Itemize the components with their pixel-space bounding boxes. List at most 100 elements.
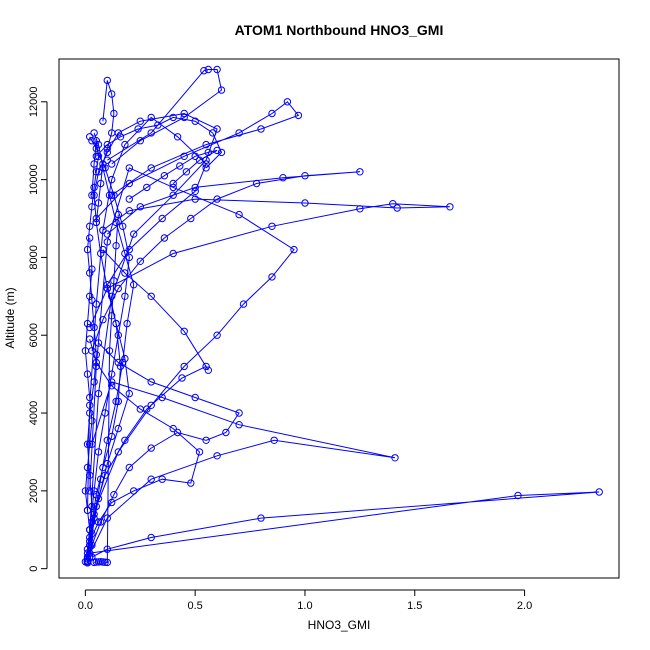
data-point xyxy=(134,125,142,133)
series-line xyxy=(87,342,240,563)
data-point xyxy=(86,533,94,542)
data-point xyxy=(99,558,107,566)
data-point xyxy=(279,174,287,182)
data-point xyxy=(92,351,101,359)
data-point xyxy=(110,491,118,499)
data-point xyxy=(90,378,98,386)
y-axis-label: Altitude (m) xyxy=(3,287,17,348)
series-5 xyxy=(83,488,603,565)
series-line xyxy=(87,112,218,561)
data-point xyxy=(119,222,127,231)
data-point xyxy=(99,226,107,234)
data-point xyxy=(114,284,123,293)
data-point xyxy=(94,152,103,161)
x-axis-label: HNO3_GMI xyxy=(308,618,371,632)
series-line xyxy=(107,69,223,165)
data-point xyxy=(130,281,138,289)
data-point xyxy=(202,362,210,371)
y-tick-label: 12000 xyxy=(28,86,40,117)
data-point xyxy=(147,113,155,122)
data-point xyxy=(86,323,94,332)
data-point xyxy=(81,487,90,495)
data-point xyxy=(86,487,94,495)
data-point xyxy=(92,152,101,161)
series-17 xyxy=(92,113,226,172)
data-point xyxy=(94,448,103,456)
data-point xyxy=(103,459,112,468)
data-point xyxy=(268,273,276,281)
data-point xyxy=(90,160,98,168)
data-point xyxy=(112,397,120,406)
series-line xyxy=(84,237,93,562)
data-point xyxy=(136,117,145,125)
data-point xyxy=(235,421,243,429)
data-point xyxy=(222,428,230,437)
data-point xyxy=(116,133,125,141)
data-point xyxy=(86,222,94,231)
data-point xyxy=(213,65,221,74)
data-point xyxy=(90,514,98,522)
data-point xyxy=(301,172,309,180)
data-point xyxy=(121,269,129,277)
data-point xyxy=(389,200,397,208)
series-line xyxy=(129,149,218,200)
data-point xyxy=(121,354,129,363)
data-point xyxy=(108,370,116,378)
data-point xyxy=(283,98,292,106)
data-point xyxy=(158,393,166,402)
data-point xyxy=(86,440,94,448)
plot-area xyxy=(81,65,603,567)
y-tick-label: 10000 xyxy=(28,164,40,195)
data-point xyxy=(121,249,129,258)
series-line xyxy=(91,171,360,351)
data-point xyxy=(125,164,134,172)
data-point xyxy=(595,488,603,496)
data-point xyxy=(88,296,96,304)
data-point xyxy=(209,129,217,137)
data-point xyxy=(130,230,138,238)
data-point xyxy=(112,218,120,227)
data-point xyxy=(105,191,114,199)
data-point xyxy=(268,222,276,231)
data-point xyxy=(147,444,155,452)
data-point xyxy=(108,382,116,390)
data-point xyxy=(147,401,155,409)
data-point xyxy=(169,179,177,188)
data-point xyxy=(147,292,155,300)
data-point xyxy=(110,191,118,199)
data-point xyxy=(182,168,191,176)
data-point xyxy=(252,179,261,188)
data-point xyxy=(86,335,94,343)
data-point xyxy=(178,374,186,382)
data-point xyxy=(257,125,265,133)
data-point xyxy=(239,300,248,308)
data-point xyxy=(176,162,184,170)
data-point xyxy=(213,331,221,339)
data-point xyxy=(204,65,213,74)
data-point xyxy=(112,319,120,328)
data-point xyxy=(217,86,226,94)
data-point xyxy=(160,234,169,242)
data-point xyxy=(114,358,123,367)
data-point xyxy=(110,109,118,118)
chart-title: ATOM1 Northbound HNO3_GMI xyxy=(235,22,444,38)
data-point xyxy=(97,179,105,188)
data-point xyxy=(83,370,92,378)
data-point xyxy=(101,558,109,566)
data-point xyxy=(92,300,101,308)
y-tick-label: 4000 xyxy=(28,401,40,425)
data-point xyxy=(101,164,109,172)
data-point xyxy=(154,121,162,129)
y-tick-label: 2000 xyxy=(28,479,40,503)
data-point xyxy=(86,393,94,402)
data-point xyxy=(143,183,151,192)
plot-frame xyxy=(58,58,620,579)
data-point xyxy=(90,183,98,192)
data-point xyxy=(121,292,129,300)
data-point xyxy=(213,146,221,155)
data-point xyxy=(83,545,92,553)
data-point xyxy=(97,475,105,483)
x-axis: 0.0 0.5 1.0 1.5 2.0 xyxy=(78,589,532,612)
series-line xyxy=(89,198,450,328)
